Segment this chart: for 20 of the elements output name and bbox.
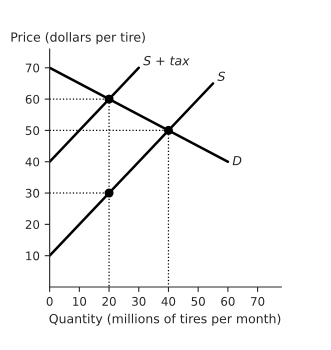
x-tick-label: 20 [102, 296, 116, 306]
x-tick-label: 40 [162, 296, 176, 306]
y-tick-label: 70 [26, 64, 40, 72]
x-tick-label: 10 [73, 296, 86, 306]
x-tick-label: 0 [46, 296, 53, 306]
series-label: S [218, 72, 226, 82]
x-tick-label: 60 [221, 296, 235, 306]
x-tick-label: 50 [192, 296, 205, 306]
y-tick-label: 40 [25, 157, 40, 166]
y-tick-label: 20 [26, 220, 40, 230]
y-axis-title: Price (dollars per tire) [11, 32, 145, 44]
y-tick-label: 10 [26, 251, 40, 260]
y-tick-label: 30 [26, 188, 40, 198]
x-tick-label: 30 [132, 296, 146, 306]
x-axis-title: Quantity (millions of tires per month) [49, 314, 280, 326]
y-tick-label: 50 [26, 126, 40, 136]
x-tick-label: 70 [251, 296, 264, 306]
series-label: D [232, 156, 242, 166]
series-label: S + tax [143, 56, 190, 66]
y-tick-label: 60 [26, 94, 40, 104]
